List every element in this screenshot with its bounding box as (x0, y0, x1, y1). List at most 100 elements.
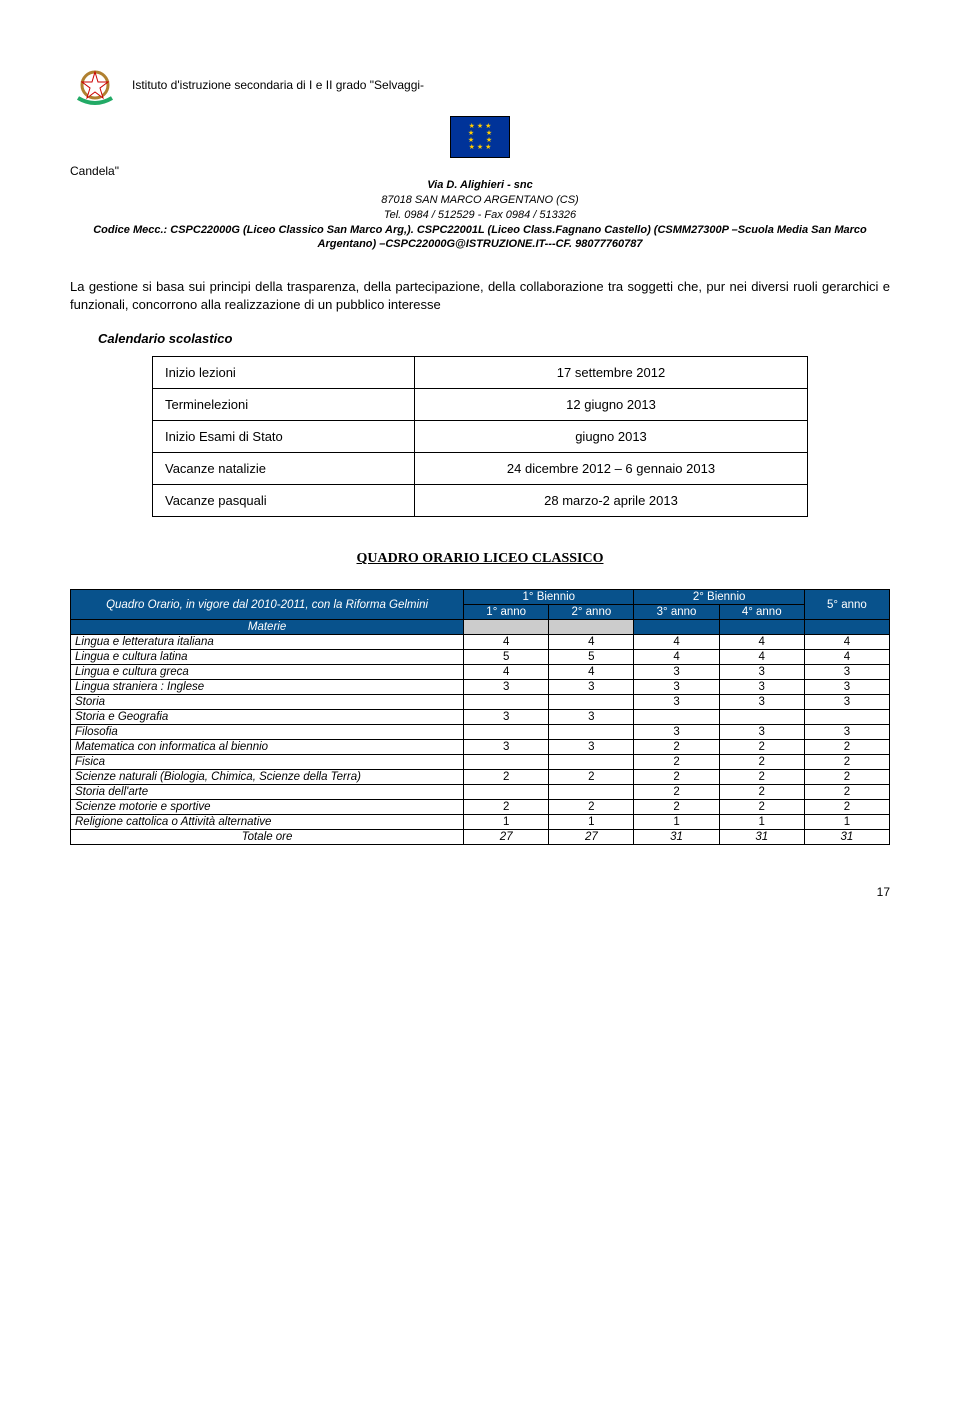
totale-cell: 27 (549, 830, 634, 845)
biennio1-header: 1° Biennio (464, 590, 634, 605)
hours-cell: 2 (719, 755, 804, 770)
hours-cell: 2 (634, 740, 719, 755)
totale-row: Totale ore2727313131 (71, 830, 890, 845)
hours-cell: 4 (464, 635, 549, 650)
hours-cell (719, 710, 804, 725)
calendar-label: Terminelezioni (153, 389, 415, 421)
hours-cell: 2 (634, 755, 719, 770)
hours-cell: 4 (634, 650, 719, 665)
hours-cell (464, 755, 549, 770)
hours-cell (464, 725, 549, 740)
calendar-row: Inizio Esami di Statogiugno 2013 (153, 421, 808, 453)
anno3-header: 3° anno (634, 605, 719, 620)
eu-flag-wrap: ★ ★ ★★ ★★ ★★ ★ ★ (70, 116, 890, 158)
subject-cell: Lingua e cultura latina (71, 650, 464, 665)
calendar-row: Vacanze natalizie24 dicembre 2012 – 6 ge… (153, 453, 808, 485)
italy-emblem-icon (70, 60, 120, 110)
subject-cell: Scienze naturali (Biologia, Chimica, Sci… (71, 770, 464, 785)
hours-cell: 3 (549, 680, 634, 695)
hours-cell: 1 (804, 815, 889, 830)
hours-cell: 2 (804, 785, 889, 800)
hours-cell: 3 (634, 695, 719, 710)
hours-cell: 4 (804, 635, 889, 650)
hours-cell: 3 (719, 725, 804, 740)
eu-flag-icon: ★ ★ ★★ ★★ ★★ ★ ★ (450, 116, 510, 158)
hours-cell: 3 (634, 665, 719, 680)
subject-cell: Storia (71, 695, 464, 710)
tel-line: Tel. 0984 / 512529 - Fax 0984 / 513326 (384, 209, 576, 221)
hours-cell (549, 755, 634, 770)
calendar-table: Inizio lezioni17 settembre 2012Terminele… (152, 356, 808, 517)
calendar-label: Vacanze pasquali (153, 485, 415, 517)
hours-cell: 2 (719, 785, 804, 800)
hours-cell: 2 (804, 740, 889, 755)
totale-cell: 31 (804, 830, 889, 845)
hours-cell: 2 (719, 800, 804, 815)
hours-cell: 2 (549, 800, 634, 815)
subject-cell: Lingua e letteratura italiana (71, 635, 464, 650)
hours-cell: 2 (634, 770, 719, 785)
timetable-row: Storia333 (71, 695, 890, 710)
timetable-row: Storia e Geografia33 (71, 710, 890, 725)
materie-header: Materie (71, 620, 464, 635)
calendar-row: Inizio lezioni17 settembre 2012 (153, 357, 808, 389)
anno4-header: 4° anno (719, 605, 804, 620)
hours-cell (549, 725, 634, 740)
hours-cell: 4 (464, 665, 549, 680)
hours-cell: 3 (464, 680, 549, 695)
hours-cell: 2 (464, 770, 549, 785)
timetable-row: Lingua straniera : Inglese33333 (71, 680, 890, 695)
hours-cell (634, 710, 719, 725)
hours-cell: 4 (549, 665, 634, 680)
hours-cell: 2 (464, 800, 549, 815)
subject-cell: Lingua straniera : Inglese (71, 680, 464, 695)
intro-paragraph: La gestione si basa sui principi della t… (70, 278, 890, 313)
calendar-value: 24 dicembre 2012 – 6 gennaio 2013 (415, 453, 808, 485)
hours-cell: 3 (719, 680, 804, 695)
totale-cell: 31 (719, 830, 804, 845)
hours-cell (549, 695, 634, 710)
via-line: Via D. Alighieri - snc (427, 179, 533, 191)
header-row: Istituto d'istruzione secondaria di I e … (70, 60, 890, 110)
hours-cell: 3 (804, 695, 889, 710)
hours-cell: 5 (549, 650, 634, 665)
timetable-row: Lingua e cultura greca44333 (71, 665, 890, 680)
hours-cell: 3 (549, 710, 634, 725)
hours-cell: 4 (804, 650, 889, 665)
timetable-row: Fisica222 (71, 755, 890, 770)
hours-cell: 3 (719, 695, 804, 710)
calendar-label: Inizio lezioni (153, 357, 415, 389)
hours-cell: 1 (464, 815, 549, 830)
calendar-value: 17 settembre 2012 (415, 357, 808, 389)
hours-cell: 1 (719, 815, 804, 830)
hours-cell (464, 695, 549, 710)
hours-cell: 1 (549, 815, 634, 830)
hours-cell: 2 (804, 770, 889, 785)
timetable-row: Lingua e letteratura italiana44444 (71, 635, 890, 650)
anno1-header: 1° anno (464, 605, 549, 620)
hours-cell: 3 (464, 740, 549, 755)
calendar-label: Vacanze natalizie (153, 453, 415, 485)
hours-cell: 3 (634, 725, 719, 740)
timetable-row: Scienze naturali (Biologia, Chimica, Sci… (71, 770, 890, 785)
hours-cell: 3 (804, 680, 889, 695)
calendar-value: 12 giugno 2013 (415, 389, 808, 421)
address-block: Via D. Alighieri - snc 87018 SAN MARCO A… (70, 178, 890, 252)
hours-cell: 2 (634, 800, 719, 815)
hours-cell: 2 (804, 800, 889, 815)
calendar-title: Calendario scolastico (98, 331, 890, 346)
quadro-title: QUADRO ORARIO LICEO CLASSICO (70, 551, 890, 567)
hours-cell: 3 (549, 740, 634, 755)
hours-cell (549, 785, 634, 800)
hours-cell: 3 (804, 725, 889, 740)
timetable: Quadro Orario, in vigore dal 2010-2011, … (70, 589, 890, 845)
subject-cell: Religione cattolica o Attività alternati… (71, 815, 464, 830)
timetable-row: Storia dell'arte222 (71, 785, 890, 800)
city-line: 87018 SAN MARCO ARGENTANO (CS) (381, 194, 578, 206)
timetable-row: Filosofia333 (71, 725, 890, 740)
codice-line: Codice Mecc.: CSPC22000G (Liceo Classico… (93, 224, 867, 251)
subject-cell: Fisica (71, 755, 464, 770)
hours-cell: 4 (719, 650, 804, 665)
totale-cell: 27 (464, 830, 549, 845)
subject-cell: Storia dell'arte (71, 785, 464, 800)
